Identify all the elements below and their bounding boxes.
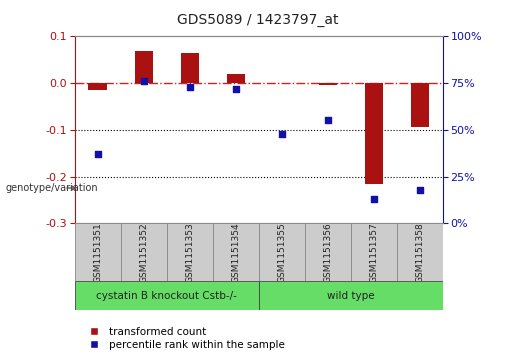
Point: [94, 151, 102, 157]
Text: cystatin B knockout Cstb-/-: cystatin B knockout Cstb-/-: [96, 291, 237, 301]
Text: GSM1151354: GSM1151354: [231, 222, 241, 283]
Text: GSM1151351: GSM1151351: [93, 222, 102, 283]
Bar: [397, 223, 443, 281]
Text: GDS5089 / 1423797_at: GDS5089 / 1423797_at: [177, 13, 338, 27]
Point: [185, 84, 194, 90]
Bar: [181, 53, 199, 83]
Text: GSM1151355: GSM1151355: [277, 222, 286, 283]
Point: [232, 86, 240, 91]
Bar: [227, 74, 245, 83]
Bar: [259, 281, 443, 310]
Point: [416, 187, 424, 192]
Legend: transformed count, percentile rank within the sample: transformed count, percentile rank withi…: [80, 323, 289, 354]
Text: wild type: wild type: [327, 291, 374, 301]
Bar: [121, 223, 167, 281]
Text: GSM1151352: GSM1151352: [139, 222, 148, 283]
Bar: [134, 51, 153, 83]
Point: [278, 131, 286, 136]
Text: GSM1151353: GSM1151353: [185, 222, 194, 283]
Bar: [213, 223, 259, 281]
Point: [370, 196, 378, 202]
Text: GSM1151356: GSM1151356: [323, 222, 332, 283]
Point: [324, 118, 332, 123]
Bar: [75, 281, 259, 310]
Text: GSM1151357: GSM1151357: [369, 222, 379, 283]
Bar: [319, 83, 337, 85]
Bar: [75, 223, 121, 281]
Bar: [167, 223, 213, 281]
Bar: [89, 83, 107, 90]
Bar: [365, 83, 383, 184]
Bar: [410, 83, 429, 127]
Bar: [305, 223, 351, 281]
Text: GSM1151358: GSM1151358: [416, 222, 424, 283]
Bar: [259, 223, 305, 281]
Text: genotype/variation: genotype/variation: [5, 183, 98, 193]
Point: [140, 78, 148, 84]
Bar: [351, 223, 397, 281]
